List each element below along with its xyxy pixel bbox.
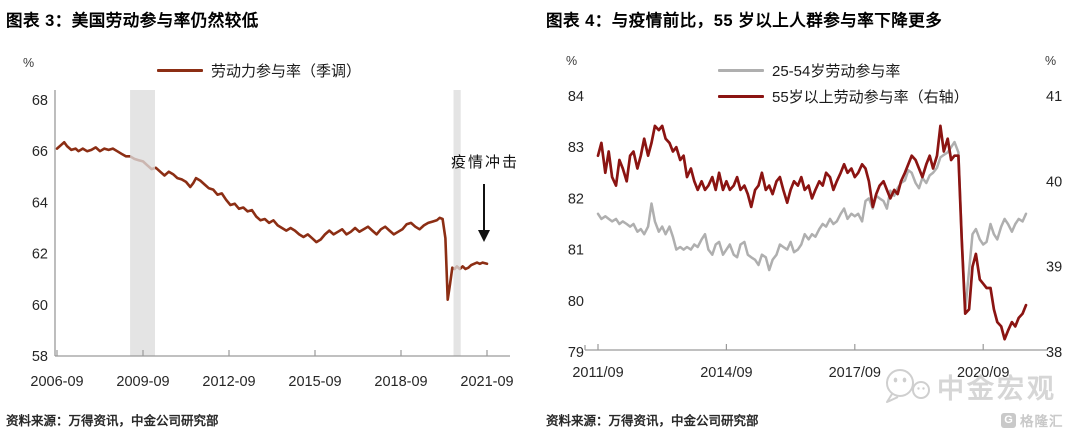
svg-text:41: 41 [1046, 89, 1062, 105]
legend-line-swatch [718, 94, 764, 99]
figure3-legend: 劳动力参与率（季调） [157, 60, 361, 81]
svg-text:83: 83 [568, 140, 584, 156]
figure4-panel: 图表 4：与疫情前比，55 岁以上人群参与率下降更多 % % 25-54岁劳动参… [540, 0, 1080, 437]
figure3-title: 图表 3：美国劳动参与率仍然较低 [6, 12, 259, 30]
svg-text:84: 84 [568, 89, 584, 105]
figure4-legend-row-2: 55岁以上劳动参与率（右轴） [718, 86, 969, 107]
svg-text:2018-09: 2018-09 [374, 374, 427, 390]
legend-line-swatch [718, 68, 764, 73]
svg-text:2006-09: 2006-09 [30, 374, 83, 390]
figure3-source: 资料来源：万得资讯，中金公司研究部 [6, 414, 219, 428]
svg-text:2012-09: 2012-09 [202, 374, 255, 390]
svg-text:38: 38 [1046, 345, 1062, 361]
svg-text:2014/09: 2014/09 [700, 365, 752, 381]
svg-text:2009-09: 2009-09 [116, 374, 169, 390]
figure4-right-y-unit: % [1045, 54, 1057, 68]
legend-label: 劳动力参与率（季调） [211, 63, 362, 80]
figure4-left-y-unit: % [566, 54, 578, 68]
svg-text:2021-09: 2021-09 [460, 374, 513, 390]
figure4-chart: 2011/09 2014/09 2017/09 2020/09 84 83 82 81 80 79… [568, 89, 1062, 381]
pandemic-shock-annotation: 疫情冲击 [450, 154, 519, 171]
legend-label: 55岁以上劳动参与率（右轴） [772, 89, 969, 106]
svg-text:40: 40 [1046, 174, 1062, 190]
svg-text:80: 80 [568, 294, 584, 310]
svg-text:82: 82 [568, 191, 584, 207]
figure3-chart: 2006-09 2009-09 2012-09 2015-09 2018-09 2021-… [30, 90, 514, 390]
svg-text:62: 62 [32, 247, 48, 263]
figure4-legend-row-1: 25-54岁劳动参与率 [718, 60, 900, 81]
gelonghui-logo-icon: G [1001, 412, 1016, 428]
svg-text:60: 60 [32, 298, 48, 314]
svg-text:68: 68 [32, 93, 48, 109]
svg-text:66: 66 [32, 144, 48, 160]
gelonghui-logo: G 格隆汇 [1001, 410, 1064, 430]
svg-text:2017/09: 2017/09 [829, 365, 881, 381]
svg-text:79: 79 [568, 345, 584, 361]
svg-text:2015-09: 2015-09 [288, 374, 341, 390]
svg-text:2020/09: 2020/09 [957, 365, 1009, 381]
figure4-title: 图表 4：与疫情前比，55 岁以上人群参与率下降更多 [546, 12, 943, 30]
svg-text:64: 64 [32, 195, 48, 211]
legend-line-swatch [157, 68, 203, 73]
figure3-y-unit: % [23, 56, 35, 70]
legend-label: 25-54岁劳动参与率 [772, 63, 901, 80]
gelonghui-logo-text: 格隆汇 [1020, 414, 1064, 429]
figure4-source: 资料来源：万得资讯，中金公司研究部 [546, 414, 759, 428]
svg-text:2011/09: 2011/09 [572, 365, 623, 381]
svg-text:58: 58 [32, 349, 48, 365]
svg-text:81: 81 [568, 243, 584, 259]
svg-text:39: 39 [1046, 260, 1062, 276]
figure3-panel: 图表 3：美国劳动参与率仍然较低 % 劳动力参与率（季调） 2006-09 200… [6, 12, 519, 428]
